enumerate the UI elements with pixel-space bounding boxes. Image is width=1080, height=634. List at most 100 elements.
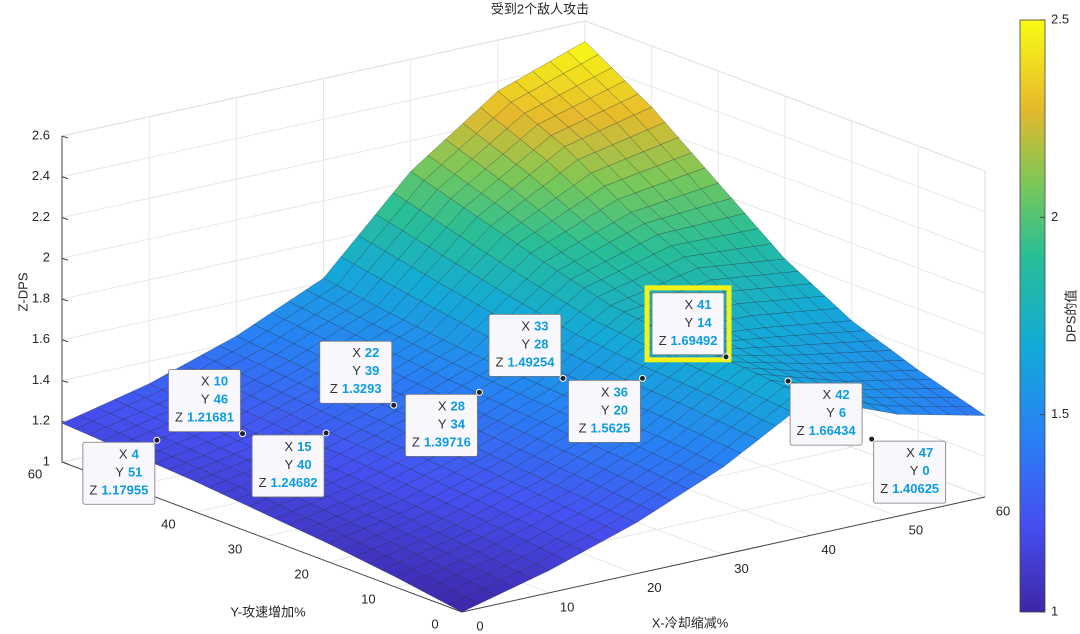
datatip-value: 41 [697, 297, 711, 312]
z-tick [61, 217, 69, 220]
x-axis [461, 496, 986, 613]
datatip-value: 1.69492 [671, 333, 718, 348]
datatip-key: X [823, 388, 832, 403]
datatip: X 4 Y 51 Z 1.17955 [82, 436, 161, 505]
datatip-value: 1.17955 [101, 483, 148, 498]
x-tick-label: 20 [647, 580, 661, 595]
z-tick [61, 380, 69, 383]
x-tick-label: 40 [821, 542, 835, 557]
datatip-line: Y 34 [438, 417, 466, 432]
datatip-line: Y 51 [115, 465, 142, 480]
datatip-key: Z [330, 382, 338, 397]
datatip-line: Z 1.17955 [89, 483, 148, 498]
datatip-box [873, 440, 947, 504]
datatip-value: 1.5625 [591, 421, 631, 436]
datatip-line: X 10 [201, 374, 228, 389]
z-tick-label: 1.6 [32, 331, 50, 346]
datatip-value: 1.66434 [809, 424, 857, 439]
datatip-line: Z 1.3293 [330, 382, 382, 397]
datatip: X 28 Y 34 Z 1.39716 [404, 388, 483, 457]
highlight-box [644, 285, 732, 363]
datatip-box [82, 441, 156, 505]
datatip-value: 46 [214, 392, 228, 407]
datatip-value: 28 [451, 399, 465, 414]
z-tick-label: 2.2 [32, 209, 50, 224]
datatip-line: Y 39 [352, 364, 379, 379]
datatip-line: Z 1.49254 [496, 355, 556, 370]
colorbar-tick-label: 2.5 [1051, 11, 1069, 26]
datatip-line: X 28 [438, 399, 465, 414]
surface-cell [448, 596, 480, 613]
datatip: X 22 Y 39 Z 1.3293 [319, 340, 398, 409]
datatip-line: Z 1.24682 [259, 475, 318, 490]
datatip: X 42Y 6Z 1.66434 [784, 377, 863, 446]
datatip-value: 6 [839, 406, 846, 421]
z-tick-label: 1.2 [32, 413, 50, 428]
datatip-key: X [521, 319, 530, 334]
datatip-value: 10 [214, 374, 228, 389]
x-tick-label: 30 [734, 561, 748, 576]
datatip-line: X 15 [285, 439, 312, 454]
datatip-value: 1.3293 [342, 382, 382, 397]
datatip-value: 34 [451, 417, 466, 432]
x-tick-label: 0 [476, 618, 483, 633]
z-tick-label: 2.6 [32, 127, 50, 142]
datatip-marker [559, 374, 567, 382]
datatip: X 41 Y 14 Z 1.69492 [644, 285, 732, 363]
datatip-key: Z [259, 475, 267, 490]
datatip-key: Z [659, 333, 667, 348]
datatip-box [319, 340, 393, 404]
x-tick-label: 50 [909, 523, 923, 538]
datatip-value: 47 [919, 446, 933, 461]
datatip-marker [239, 430, 246, 438]
datatip-line: Z 1.5625 [579, 421, 631, 436]
x-tick-label: 10 [560, 599, 574, 614]
colorbar [1019, 19, 1046, 613]
datatip-key: X [119, 447, 128, 462]
datatip-marker [868, 435, 876, 443]
datatip-key: Z [496, 355, 504, 370]
datatip-box [789, 382, 863, 446]
datatip-box [251, 434, 325, 498]
chart-title: 受到2个敌人攻击 [491, 1, 589, 16]
datatip-key: Y [438, 417, 447, 432]
datatip-key: Y [826, 406, 835, 421]
datatip-value: 20 [614, 403, 628, 418]
datatip-line: Y 28 [521, 337, 548, 352]
datatip-key: X [438, 399, 447, 414]
datatip-line: Y 40 [285, 457, 312, 472]
datatip: X 15 Y 40 Z 1.24682 [251, 429, 330, 498]
colorbar-tick-label: 1.5 [1051, 406, 1069, 421]
datatip-key: X [352, 346, 361, 361]
datatip-line: Z 1.39716 [412, 435, 471, 450]
datatip-value: 42 [835, 388, 849, 403]
x-tick-label: 60 [996, 503, 1010, 518]
z-tick-label: 2.4 [32, 168, 50, 183]
datatip-marker [153, 436, 161, 444]
datatip-key: Z [175, 410, 183, 425]
y-tick-label: 0 [431, 616, 438, 631]
z-tick [61, 339, 69, 343]
z-tick-label: 1.8 [32, 290, 50, 305]
datatip-line: Y 20 [601, 403, 628, 418]
datatip-key: Z [412, 435, 420, 450]
datatip-marker [390, 401, 398, 409]
datatip-key: Z [89, 483, 97, 498]
datatip-key: Y [684, 315, 693, 330]
datatip-value: 1.39716 [424, 435, 471, 450]
datatip-line: X 41 [684, 297, 711, 312]
datatip-line: Z 1.21681 [175, 410, 234, 425]
datatip-value: 36 [614, 385, 628, 400]
datatip-line: X 47 [906, 446, 933, 461]
datatip-marker [722, 353, 730, 361]
datatip-value: 40 [297, 457, 311, 472]
datatip-marker [784, 377, 792, 385]
datatip-key: X [201, 374, 210, 389]
datatip-line: X 33 [521, 319, 548, 334]
z-tick [61, 135, 69, 139]
z-tick [61, 257, 69, 261]
datatip-value: 28 [534, 337, 548, 352]
